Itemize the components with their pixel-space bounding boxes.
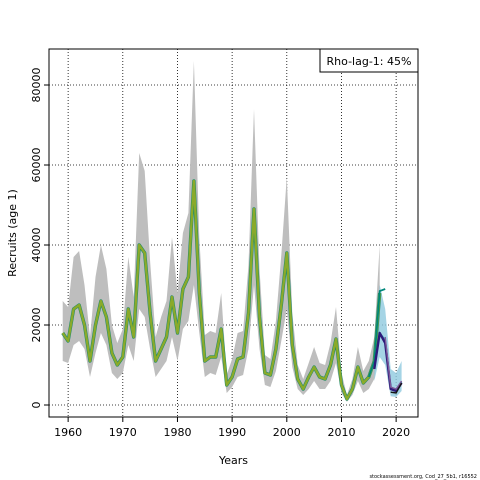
y-tick-label: 0	[30, 402, 43, 409]
legend-box	[319, 48, 419, 73]
legend: Rho-lag-1: 45%	[319, 48, 419, 73]
y-tick-label: 20000	[30, 308, 43, 343]
x-tick-label: 1960	[54, 426, 82, 439]
x-tick-label: 2010	[327, 426, 355, 439]
x-tick-label: 1980	[163, 426, 191, 439]
series-lines	[61, 179, 403, 401]
x-tick-label: 2000	[273, 426, 301, 439]
legend-text: Rho-lag-1: 45%	[327, 55, 412, 68]
credit-text: stockassessment.org, Cod_27_5b1, r16552	[369, 474, 477, 480]
y-axis-title: Recruits (age 1)	[6, 189, 19, 277]
y-tick-label: 60000	[30, 148, 43, 183]
axes: 1960 1970 1980 1990 2000 2010 2020 0 20000 40000 6…	[30, 68, 410, 440]
x-tick-label: 2020	[382, 426, 410, 439]
peel-confidence-band	[374, 285, 402, 397]
plot-frame	[48, 48, 419, 418]
y-tick-label: 80000	[30, 68, 43, 103]
peel-line-a	[367, 288, 386, 378]
main-series-line	[61, 179, 381, 401]
x-axis-title: Years	[218, 454, 248, 467]
y-tick-label: 40000	[30, 228, 43, 263]
x-tick-label: 1990	[218, 426, 246, 439]
peel-line-e	[390, 382, 403, 394]
peel-line-d	[384, 336, 403, 390]
x-tick-label: 1970	[109, 426, 137, 439]
